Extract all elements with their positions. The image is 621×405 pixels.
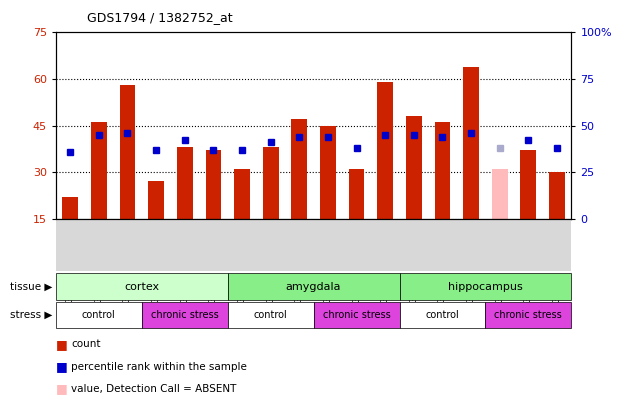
- Text: control: control: [254, 310, 288, 320]
- Bar: [228, 273, 399, 300]
- Text: tissue ▶: tissue ▶: [11, 281, 53, 292]
- Bar: [314, 302, 399, 328]
- Text: cortex: cortex: [124, 281, 160, 292]
- Bar: [56, 302, 142, 328]
- Bar: [399, 302, 486, 328]
- Bar: [206, 150, 221, 219]
- Bar: [406, 116, 422, 219]
- Bar: [234, 169, 250, 219]
- Bar: [435, 122, 450, 219]
- Text: ■: ■: [56, 360, 68, 373]
- Bar: [320, 126, 336, 219]
- Text: control: control: [82, 310, 116, 320]
- Bar: [378, 82, 393, 219]
- Text: amygdala: amygdala: [286, 281, 342, 292]
- Text: percentile rank within the sample: percentile rank within the sample: [71, 362, 247, 371]
- Bar: [62, 197, 78, 219]
- Text: GDS1794 / 1382752_at: GDS1794 / 1382752_at: [87, 11, 233, 24]
- Bar: [520, 150, 537, 219]
- Bar: [263, 147, 279, 219]
- Bar: [56, 273, 228, 300]
- Bar: [492, 169, 507, 219]
- Bar: [177, 147, 193, 219]
- Bar: [486, 302, 571, 328]
- Text: stress ▶: stress ▶: [11, 310, 53, 320]
- Text: ■: ■: [56, 382, 68, 395]
- Bar: [399, 273, 571, 300]
- Bar: [142, 302, 228, 328]
- Bar: [228, 302, 314, 328]
- Bar: [91, 122, 107, 219]
- Text: value, Detection Call = ABSENT: value, Detection Call = ABSENT: [71, 384, 237, 394]
- Bar: [549, 172, 565, 219]
- Bar: [291, 119, 307, 219]
- Text: chronic stress: chronic stress: [151, 310, 219, 320]
- Text: chronic stress: chronic stress: [323, 310, 391, 320]
- Bar: [463, 66, 479, 219]
- Text: control: control: [425, 310, 460, 320]
- Text: count: count: [71, 339, 101, 349]
- Text: chronic stress: chronic stress: [494, 310, 562, 320]
- Text: hippocampus: hippocampus: [448, 281, 523, 292]
- Text: ■: ■: [56, 338, 68, 351]
- Bar: [348, 169, 365, 219]
- Bar: [120, 85, 135, 219]
- Bar: [148, 181, 164, 219]
